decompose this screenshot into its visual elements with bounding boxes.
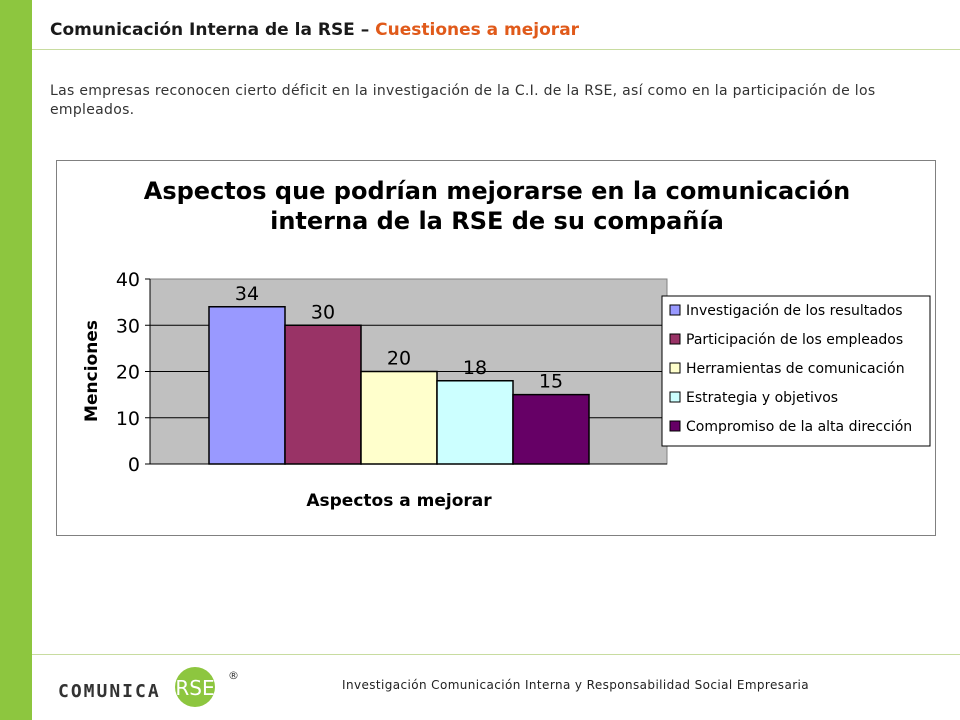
chart-title-line1: Aspectos que podrían mejorarse en la com… xyxy=(144,177,850,205)
header-divider xyxy=(32,49,960,50)
bar xyxy=(360,370,438,465)
bar-value-label: 30 xyxy=(311,301,335,323)
legend: Investigación de los resultados Participa… xyxy=(669,303,912,435)
y-tick-label: 40 xyxy=(116,269,140,291)
bar-value-label: 20 xyxy=(387,348,411,370)
bar xyxy=(284,324,362,465)
page-title-highlight: Cuestiones a mejorar xyxy=(375,20,580,40)
legend-entry: Participación de los empleados xyxy=(686,332,903,348)
bar-value-label: 34 xyxy=(235,283,259,305)
bar xyxy=(208,306,286,465)
legend-entry: Herramientas de comunicación xyxy=(686,361,905,377)
bar-value-label: 15 xyxy=(539,371,563,393)
legend-entry: Compromiso de la alta dirección xyxy=(686,419,912,435)
registered-mark: ® xyxy=(228,669,238,682)
bar-chart: Aspectos que podrían mejorarse en la com… xyxy=(82,177,931,511)
legend-swatch xyxy=(669,391,681,403)
legend-entry: Investigación de los resultados xyxy=(686,303,903,319)
chart-container: Aspectos que podrían mejorarse en la com… xyxy=(56,160,936,536)
footer-divider xyxy=(32,654,960,655)
x-axis-label: Aspectos a mejorar xyxy=(306,491,492,511)
y-tick-label: 10 xyxy=(116,408,140,430)
legend-swatch xyxy=(669,333,681,345)
bars xyxy=(208,306,590,465)
footer-caption: Investigación Comunicación Interna y Res… xyxy=(342,678,810,692)
bar xyxy=(436,380,514,465)
legend-swatch xyxy=(669,420,681,432)
green-sidebar-bar xyxy=(0,0,32,720)
comunica-rse-logo: COMUNICA RSE ® xyxy=(58,667,238,707)
y-tick-label: 20 xyxy=(116,362,140,384)
y-tick-label: 30 xyxy=(116,315,140,337)
bar-value-label: 18 xyxy=(463,357,487,379)
y-tick-label: 0 xyxy=(128,454,140,476)
logo-circle-icon xyxy=(175,667,215,707)
y-axis-label: Menciones xyxy=(82,320,102,422)
page-title-main: Comunicación Interna de la RSE – xyxy=(50,20,376,40)
legend-swatch xyxy=(669,304,681,316)
bar xyxy=(512,393,590,465)
y-axis-ticks: 0 10 20 30 40 xyxy=(116,269,667,476)
legend-entry: Estrategia y objetivos xyxy=(686,390,838,406)
page-title: Comunicación Interna de la RSE – Cuestio… xyxy=(50,20,579,40)
chart-title-line2: interna de la RSE de su compañía xyxy=(270,207,724,235)
logo-badge: RSE xyxy=(175,676,214,700)
legend-swatch xyxy=(669,362,681,374)
logo-word: COMUNICA xyxy=(58,681,161,702)
intro-paragraph: Las empresas reconocen cierto déficit en… xyxy=(50,83,876,118)
legend-box xyxy=(661,295,931,447)
data-labels: 34 30 20 18 15 xyxy=(235,283,563,393)
